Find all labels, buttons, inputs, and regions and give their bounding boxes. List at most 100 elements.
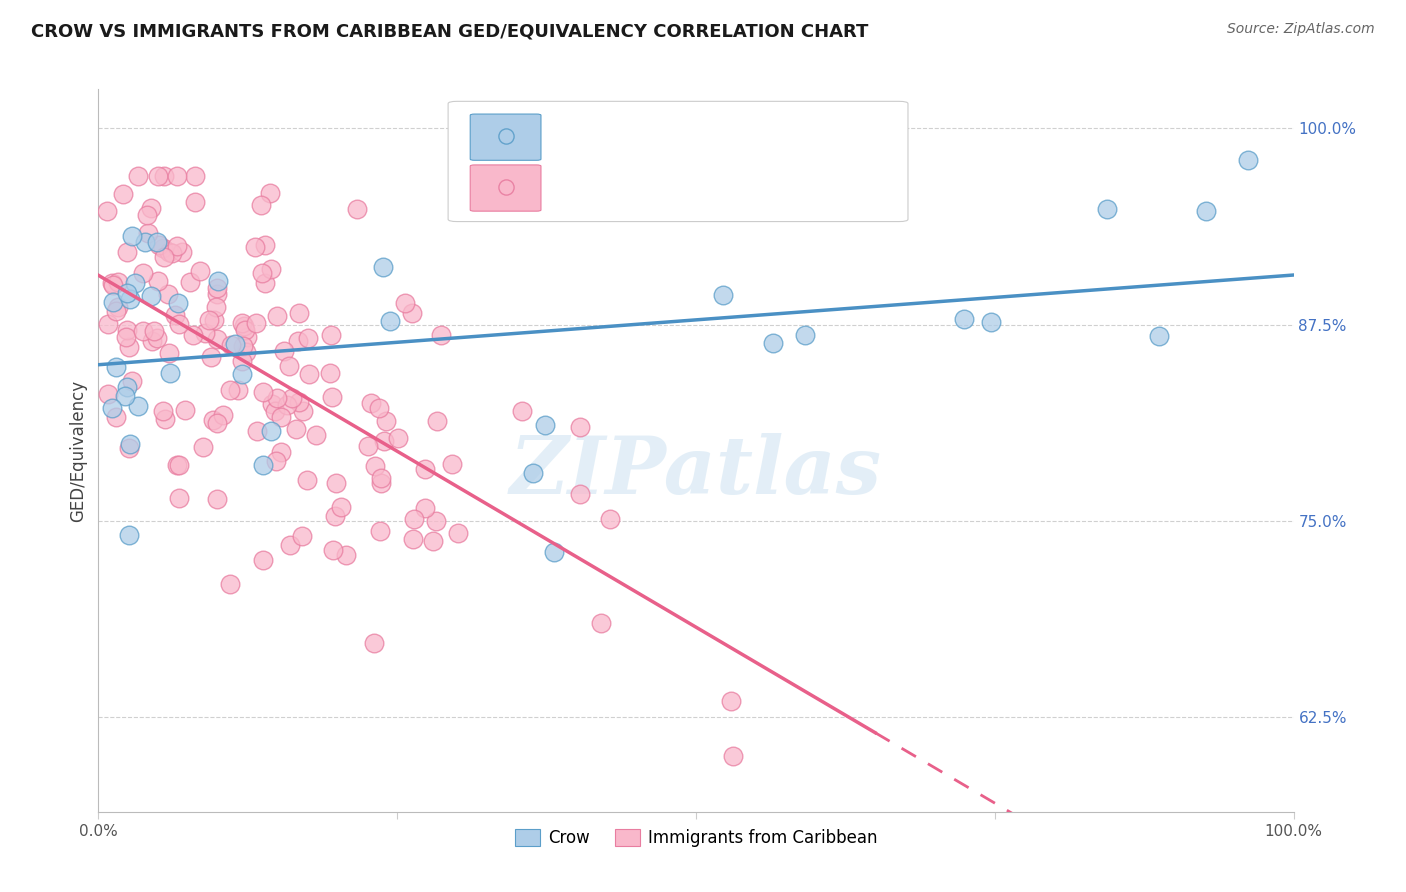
Point	[363, 636, 385, 650]
Point	[278, 359, 301, 373]
Point	[188, 264, 211, 278]
Point	[794, 328, 817, 343]
Point	[404, 512, 426, 526]
Point	[325, 476, 347, 491]
Point	[260, 397, 283, 411]
Point	[136, 208, 159, 222]
Text: ZIPatlas: ZIPatlas	[510, 434, 882, 511]
Point	[115, 380, 138, 394]
Point	[364, 458, 387, 473]
Point	[252, 552, 274, 566]
Point	[212, 409, 235, 423]
Point	[378, 314, 401, 328]
Point	[370, 524, 392, 538]
Point	[278, 538, 301, 552]
Point	[97, 318, 120, 332]
Point	[205, 300, 228, 314]
Point	[104, 359, 127, 374]
Point	[430, 327, 453, 342]
Point	[522, 466, 544, 480]
Point	[394, 296, 416, 310]
Point	[270, 445, 292, 459]
Point	[100, 277, 122, 291]
Point	[1147, 328, 1170, 343]
Point	[205, 281, 228, 295]
Point	[141, 334, 163, 348]
Point	[143, 324, 166, 338]
Point	[329, 500, 352, 515]
Point	[115, 330, 138, 344]
Point	[371, 260, 394, 275]
Point	[287, 334, 309, 348]
Point	[357, 439, 380, 453]
Point	[250, 266, 273, 280]
Text: CROW VS IMMIGRANTS FROM CARIBBEAN GED/EQUIVALENCY CORRELATION CHART: CROW VS IMMIGRANTS FROM CARIBBEAN GED/EQ…	[31, 22, 869, 40]
Point	[413, 462, 436, 476]
Point	[360, 396, 382, 410]
Point	[422, 533, 444, 548]
Point	[166, 295, 188, 310]
Point	[953, 311, 976, 326]
Point	[184, 169, 207, 183]
Point	[219, 576, 242, 591]
Point	[346, 202, 368, 216]
Point	[591, 616, 613, 631]
Point	[152, 250, 174, 264]
Point	[297, 473, 319, 487]
Point	[152, 403, 174, 417]
Point	[233, 319, 256, 334]
Point	[253, 276, 276, 290]
Point	[115, 244, 138, 259]
Point	[107, 301, 129, 315]
Point	[163, 308, 186, 322]
Point	[136, 227, 159, 241]
Point	[373, 434, 395, 448]
Point	[304, 428, 326, 442]
Point	[401, 306, 423, 320]
Point	[335, 548, 357, 562]
Point	[159, 366, 181, 380]
Point	[270, 409, 292, 424]
Point	[319, 366, 342, 380]
Point	[157, 346, 180, 360]
Point	[139, 201, 162, 215]
Point	[202, 313, 225, 327]
Point	[426, 414, 449, 428]
Point	[121, 374, 143, 388]
Point	[321, 391, 343, 405]
Point	[252, 384, 274, 399]
Point	[259, 425, 281, 439]
Point	[226, 383, 249, 397]
Point	[132, 266, 155, 280]
Point	[118, 527, 141, 541]
Point	[367, 401, 389, 416]
Point	[447, 526, 470, 541]
Point	[762, 336, 785, 351]
Point	[139, 289, 162, 303]
Point	[291, 529, 314, 543]
Point	[219, 337, 242, 351]
Point	[231, 354, 253, 368]
Point	[118, 340, 141, 354]
Point	[246, 425, 269, 439]
Point	[224, 337, 246, 351]
Point	[288, 306, 311, 320]
Point	[117, 323, 139, 337]
Point	[413, 500, 436, 515]
Point	[231, 367, 253, 381]
Point	[114, 389, 136, 403]
Point	[233, 323, 256, 337]
Point	[273, 344, 295, 359]
Point	[236, 330, 259, 344]
Point	[260, 262, 283, 277]
Point	[97, 387, 120, 401]
Y-axis label: GED/Equivalency: GED/Equivalency	[69, 379, 87, 522]
Point	[160, 245, 183, 260]
Point	[146, 169, 169, 183]
Point	[253, 238, 276, 252]
Point	[167, 317, 190, 331]
Point	[157, 244, 180, 259]
Point	[167, 491, 190, 505]
Point	[252, 458, 274, 473]
Point	[264, 454, 287, 468]
